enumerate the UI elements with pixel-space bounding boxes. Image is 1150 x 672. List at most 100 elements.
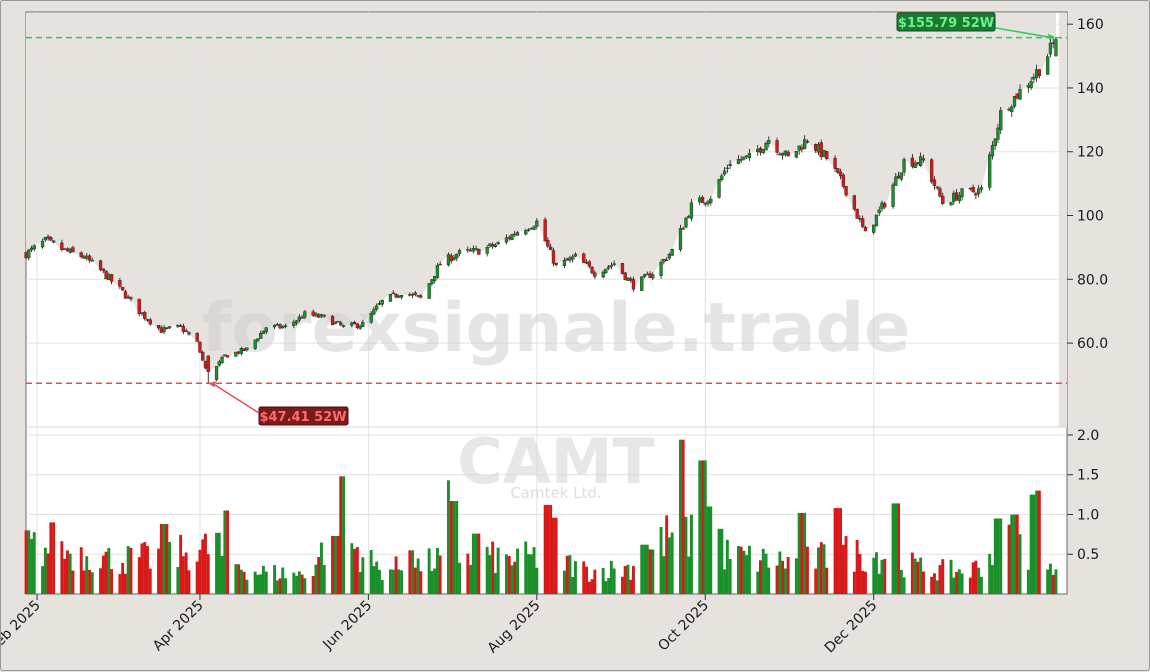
candle-body: [631, 279, 636, 290]
candle-body: [85, 255, 89, 259]
volume-bar: [206, 554, 210, 594]
volume-bar: [748, 545, 751, 594]
candle-body: [1029, 81, 1033, 88]
volume-bar: [742, 550, 746, 594]
candle-body: [902, 159, 906, 173]
candle-body: [361, 321, 365, 327]
candle-body: [118, 280, 122, 287]
candle-body: [419, 295, 423, 298]
volume-tick-label: 0.5: [1077, 547, 1099, 563]
volume-bar: [894, 503, 898, 594]
candle-body: [642, 274, 647, 278]
candle-body: [68, 248, 72, 253]
volume-bar: [201, 539, 205, 594]
volume-bar: [532, 547, 536, 594]
candle-body: [358, 325, 362, 329]
low-52w-arrowhead: [208, 381, 217, 388]
candle-body: [71, 247, 75, 253]
volume-bar: [27, 530, 31, 594]
volume-bar: [411, 550, 414, 594]
volume-bar: [245, 579, 249, 594]
candle-body: [234, 351, 238, 357]
volume-bar: [140, 543, 144, 594]
volume-bar: [980, 577, 983, 594]
candle-body: [919, 156, 923, 167]
volume-bar: [968, 577, 972, 594]
candle-body: [852, 195, 857, 210]
candle-body: [678, 228, 683, 250]
candle-body: [607, 266, 611, 269]
volume-tick-label: 2.0: [1077, 428, 1099, 444]
candle-body: [485, 246, 489, 254]
candle-body: [681, 228, 685, 230]
price-tick-label: 120: [1077, 145, 1104, 161]
volume-bar: [836, 508, 840, 594]
volume-bar: [223, 510, 227, 594]
candle-body: [535, 220, 539, 227]
volume-bar: [643, 544, 646, 594]
candle-body: [430, 279, 434, 285]
volume-bar: [369, 550, 373, 594]
volume-bar: [875, 552, 878, 594]
candle-body: [449, 255, 453, 262]
candlesticks: [24, 37, 1058, 384]
candle-body: [952, 192, 956, 202]
volume-bar: [549, 504, 553, 594]
candle-body: [283, 325, 288, 327]
candle-body: [1007, 108, 1011, 111]
volume-bar: [300, 574, 304, 594]
volume-bar: [90, 572, 94, 594]
candle-body: [703, 202, 707, 205]
volume-bar: [66, 550, 69, 594]
volume-bar: [187, 570, 191, 594]
volume-bar: [756, 571, 760, 594]
volume-bar: [949, 559, 953, 594]
volume-bar: [910, 552, 914, 594]
candle-body: [968, 187, 973, 190]
candle-body: [156, 325, 161, 329]
volume-bar: [759, 560, 762, 594]
volume-bar: [358, 571, 362, 594]
volume-bar: [1029, 494, 1033, 594]
candle-body: [546, 240, 550, 247]
candle-body: [573, 253, 578, 257]
volume-bar: [474, 533, 478, 594]
candle-body: [471, 248, 475, 252]
volume-bar: [706, 506, 710, 594]
watermark: forexsignale.trade CAMT Camtek Ltd.: [202, 289, 911, 502]
candle-body: [587, 261, 592, 267]
candle-body: [350, 322, 354, 326]
candle-body: [410, 294, 415, 296]
candle-body: [786, 151, 790, 157]
volume-bar: [242, 571, 246, 594]
candle-body: [604, 268, 608, 273]
volume-bar: [529, 554, 533, 594]
candle-body: [739, 159, 743, 161]
candle-body: [720, 175, 724, 181]
candle-body: [601, 271, 605, 278]
candle-body: [397, 295, 401, 298]
candle-body: [504, 237, 509, 243]
volume-bar: [825, 567, 829, 594]
volume-bar: [593, 569, 597, 594]
candle-body: [990, 144, 995, 157]
volume-bar: [516, 548, 519, 594]
volume-bar: [839, 508, 842, 594]
candle-body: [43, 237, 48, 241]
candle-body: [996, 127, 1000, 140]
candle-body: [1051, 42, 1055, 44]
candle-body: [40, 240, 45, 248]
candle-body: [129, 297, 133, 300]
volume-bar: [590, 579, 594, 594]
candle-body: [427, 283, 431, 299]
high-52w-arrowhead: [1047, 33, 1056, 40]
candle-body: [872, 224, 876, 233]
volume-bar: [574, 561, 577, 594]
volume-bar: [82, 570, 86, 594]
candle-body: [493, 244, 498, 247]
candle-body: [107, 274, 111, 281]
candle-body: [272, 325, 277, 328]
candle-body: [689, 202, 694, 219]
candle-body: [620, 263, 625, 274]
volume-bar: [63, 558, 67, 594]
